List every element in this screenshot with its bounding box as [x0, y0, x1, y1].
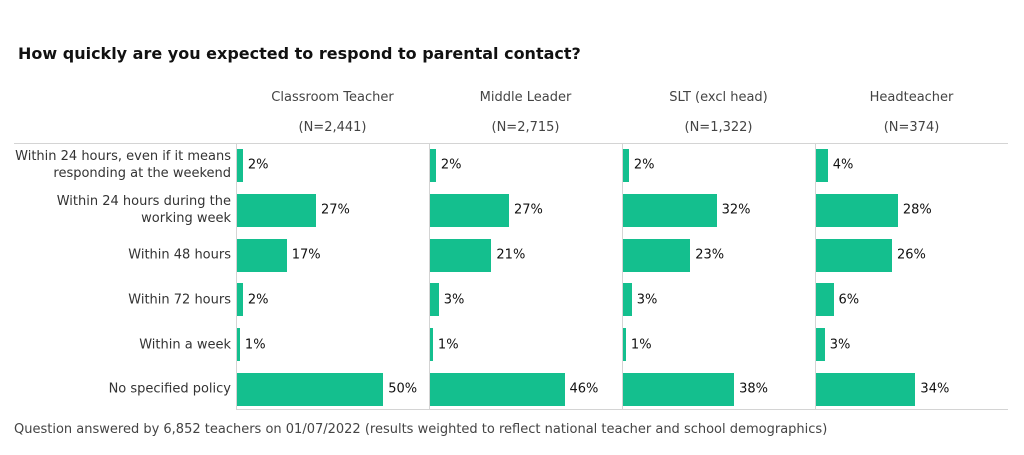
value-label: 1% [437, 337, 459, 353]
value-label: 21% [496, 247, 526, 263]
value-label: 6% [838, 292, 860, 308]
bar [816, 372, 916, 406]
value-label: 32% [721, 202, 751, 218]
category-label: Within 24 hours during the working week [56, 194, 231, 227]
value-label: 1% [630, 337, 652, 353]
value-label: 28% [902, 202, 932, 218]
value-label: 1% [244, 337, 266, 353]
value-label: 2% [247, 292, 269, 308]
bar [816, 283, 834, 317]
chart-title: How quickly are you expected to respond … [18, 44, 581, 63]
bar [816, 328, 825, 362]
bar [237, 372, 384, 406]
panel-axis [815, 143, 816, 409]
bar [623, 193, 717, 227]
bar [623, 283, 632, 317]
panel-axis [622, 143, 623, 409]
value-label: 2% [633, 157, 655, 173]
panel-sample: (N=1,322) [684, 120, 753, 135]
panel-title: Middle Leader [479, 90, 572, 105]
value-label: 38% [739, 381, 769, 397]
panel-title: Classroom Teacher [271, 90, 394, 105]
value-label: 3% [636, 292, 658, 308]
panel-sample: (N=2,441) [298, 120, 367, 135]
value-label: 4% [832, 157, 854, 173]
value-label: 27% [513, 202, 543, 218]
panel-title: Headteacher [869, 90, 954, 105]
footnote: Question answered by 6,852 teachers on 0… [14, 422, 828, 437]
panel-axis [429, 143, 430, 409]
value-label: 26% [897, 247, 926, 263]
bar [623, 372, 735, 406]
bar [237, 193, 316, 227]
bar [237, 283, 243, 317]
category-label: Within a week [139, 337, 231, 353]
value-label: 2% [247, 157, 269, 173]
value-label: 34% [920, 381, 950, 397]
value-label: 23% [695, 247, 725, 263]
bar [623, 328, 626, 362]
bar [816, 193, 898, 227]
value-label: 2% [440, 157, 462, 173]
bar [237, 238, 287, 272]
category-label: Within 48 hours [128, 247, 231, 263]
panel-sample: (N=2,715) [491, 120, 560, 135]
value-label: 17% [291, 247, 321, 263]
value-label: 3% [443, 292, 465, 308]
header-divider [14, 143, 1008, 144]
bar [623, 238, 691, 272]
category-label: No specified policy [108, 381, 231, 397]
bar [623, 148, 629, 182]
bar [430, 238, 492, 272]
bar [430, 283, 439, 317]
bar [816, 148, 828, 182]
bar [430, 328, 433, 362]
value-label: 27% [320, 202, 350, 218]
bar [237, 328, 240, 362]
baseline [236, 409, 1008, 410]
panel-sample: (N=374) [883, 120, 940, 135]
category-label: Within 24 hours, even if it means respon… [15, 149, 231, 182]
category-label: Within 72 hours [128, 292, 231, 308]
bar [430, 372, 565, 406]
bar [237, 148, 243, 182]
value-label: 3% [829, 337, 851, 353]
panel-axis [236, 143, 237, 409]
bar [430, 193, 509, 227]
value-label: 46% [569, 381, 599, 397]
bar [816, 238, 893, 272]
bar [430, 148, 436, 182]
value-label: 50% [388, 381, 418, 397]
panel-title: SLT (excl head) [669, 90, 768, 105]
